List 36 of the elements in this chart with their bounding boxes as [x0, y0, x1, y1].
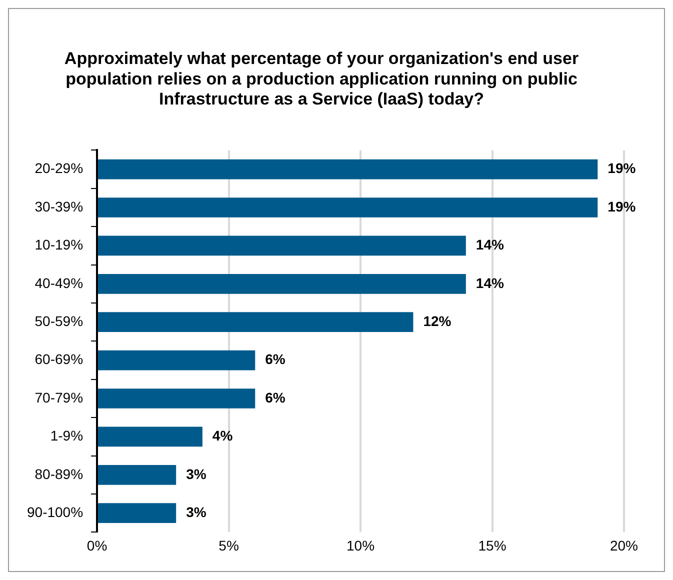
bar: [98, 198, 598, 218]
y-tick-label: 90-100%: [26, 504, 84, 520]
x-tick-label: 15%: [478, 537, 506, 554]
data-label: 4%: [212, 428, 234, 444]
bar: [98, 236, 466, 256]
data-label: 3%: [186, 504, 207, 520]
y-tick-label: 1-9%: [50, 428, 84, 444]
y-tick-label: 10-19%: [34, 236, 84, 253]
bar: [98, 312, 414, 332]
x-tick-label: 5%: [218, 537, 239, 554]
y-tick-label: 40-49%: [34, 274, 84, 291]
bar: [98, 503, 176, 524]
data-label: 19%: [608, 160, 636, 176]
data-label: 6%: [265, 389, 286, 406]
y-tick-label: 70-79%: [34, 389, 84, 406]
data-label: 19%: [608, 198, 636, 214]
y-tick-label: 30-39%: [34, 198, 84, 214]
bar: [98, 274, 466, 294]
bar: [98, 350, 256, 370]
x-tick-label: 0%: [86, 537, 108, 554]
bar: [98, 426, 202, 447]
x-tick-label: 10%: [346, 537, 375, 554]
data-label: 12%: [423, 312, 452, 329]
y-tick-label: 60-69%: [34, 351, 84, 368]
data-label: 14%: [476, 274, 504, 291]
chart-title: Approximately what percentage of your organization's end user population relies on a production application running on public Infrastructure as a Service (IaaS) today?: [64, 48, 579, 109]
data-label: 14%: [476, 236, 504, 253]
y-tick-label: 20-29%: [34, 160, 84, 176]
y-tick-label: 50-59%: [34, 312, 84, 329]
bar: [98, 388, 256, 408]
bar: [98, 464, 176, 485]
x-tick-label: 20%: [610, 537, 638, 554]
bar: [98, 159, 598, 180]
data-label: 6%: [265, 351, 286, 368]
data-label: 3%: [186, 466, 207, 482]
y-tick-label: 80-89%: [34, 466, 84, 482]
